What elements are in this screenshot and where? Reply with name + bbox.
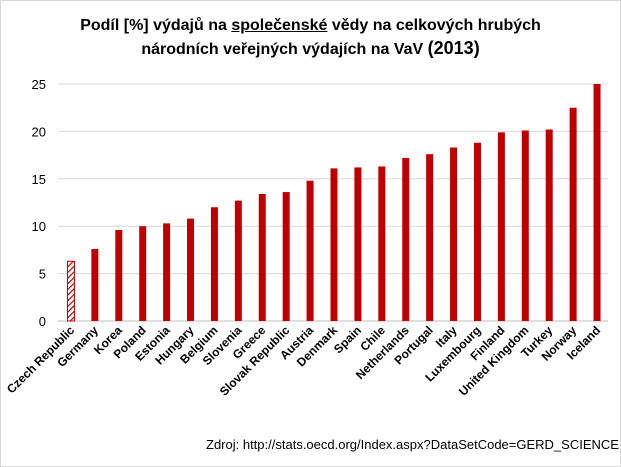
- bar: [569, 107, 577, 321]
- bar: [258, 193, 266, 321]
- bar: [139, 226, 147, 321]
- bar: [426, 154, 434, 321]
- bar: [378, 166, 386, 321]
- bar: [163, 223, 171, 321]
- title-underlined-word: společenské: [231, 17, 328, 34]
- bar: [306, 180, 314, 321]
- bar: [66, 260, 75, 322]
- title-year: (2013): [427, 38, 480, 58]
- title-line-1-end: vědy na celkových hrubých: [327, 17, 541, 34]
- chart-title: Podíl [%] výdajů na společenské vědy na …: [0, 14, 621, 61]
- title-line-1: Podíl [%] výdajů na společenské vědy na …: [0, 14, 621, 37]
- bar: [593, 84, 601, 321]
- bar: [234, 200, 242, 321]
- bar: [497, 132, 505, 321]
- bar: [115, 229, 123, 321]
- y-tick-label: 5: [39, 267, 46, 282]
- y-tick-label: 10: [32, 219, 46, 234]
- x-tick-label: Spain: [331, 323, 364, 356]
- bar: [545, 129, 553, 321]
- y-tick-label: 25: [32, 77, 46, 92]
- x-axis-labels: Czech RepublicGermanyKoreaPolandEstoniaH…: [4, 323, 603, 399]
- source-note: Zdroj: http://stats.oecd.org/Index.aspx?…: [206, 437, 619, 452]
- bars: [66, 84, 601, 322]
- bar: [91, 248, 99, 321]
- y-tick-label: 0: [39, 314, 46, 329]
- bar: [330, 168, 338, 321]
- title-line-2-start: národních veřejných výdajích na VaV: [141, 41, 428, 58]
- bar: [187, 218, 195, 321]
- bar: [282, 192, 290, 321]
- bar: [450, 147, 458, 321]
- bar: [521, 130, 529, 321]
- bar: [402, 157, 410, 321]
- title-line-1-start: Podíl [%] výdajů na: [80, 17, 232, 34]
- y-tick-label: 15: [32, 172, 46, 187]
- bar: [473, 142, 481, 321]
- title-line-2: národních veřejných výdajích na VaV (201…: [0, 37, 621, 61]
- bar: [210, 207, 218, 321]
- y-tick-label: 20: [32, 124, 46, 139]
- y-axis-ticks: 0 5 10 15 20 25: [32, 77, 46, 329]
- bar: [354, 167, 362, 321]
